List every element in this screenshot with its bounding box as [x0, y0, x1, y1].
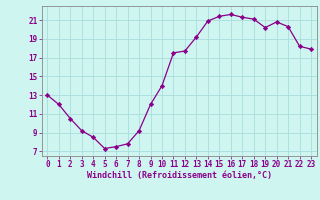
X-axis label: Windchill (Refroidissement éolien,°C): Windchill (Refroidissement éolien,°C)	[87, 171, 272, 180]
